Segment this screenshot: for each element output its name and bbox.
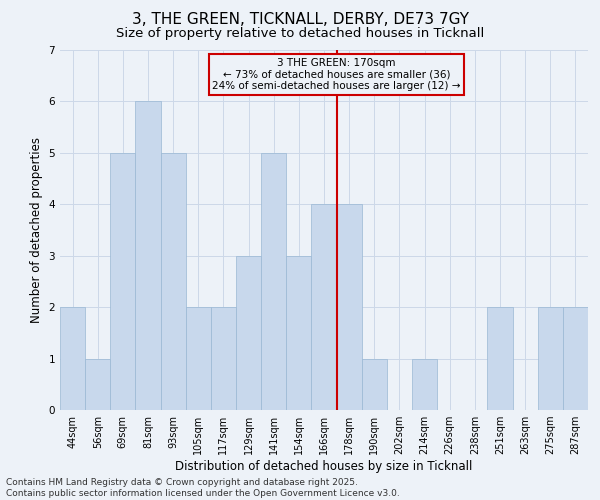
Bar [311, 204, 337, 410]
Bar [236, 256, 261, 410]
Text: 3, THE GREEN, TICKNALL, DERBY, DE73 7GY: 3, THE GREEN, TICKNALL, DERBY, DE73 7GY [131, 12, 469, 28]
Bar [487, 307, 512, 410]
Bar [161, 153, 186, 410]
Bar [261, 153, 286, 410]
Bar [85, 358, 110, 410]
Bar [412, 358, 437, 410]
X-axis label: Distribution of detached houses by size in Ticknall: Distribution of detached houses by size … [175, 460, 473, 473]
Bar [563, 307, 588, 410]
Y-axis label: Number of detached properties: Number of detached properties [30, 137, 43, 323]
Bar [211, 307, 236, 410]
Bar [110, 153, 136, 410]
Bar [136, 102, 161, 410]
Bar [186, 307, 211, 410]
Bar [337, 204, 362, 410]
Bar [538, 307, 563, 410]
Text: Contains HM Land Registry data © Crown copyright and database right 2025.
Contai: Contains HM Land Registry data © Crown c… [6, 478, 400, 498]
Bar [286, 256, 311, 410]
Text: Size of property relative to detached houses in Ticknall: Size of property relative to detached ho… [116, 28, 484, 40]
Text: 3 THE GREEN: 170sqm
← 73% of detached houses are smaller (36)
24% of semi-detach: 3 THE GREEN: 170sqm ← 73% of detached ho… [212, 58, 461, 91]
Bar [362, 358, 387, 410]
Bar [60, 307, 85, 410]
